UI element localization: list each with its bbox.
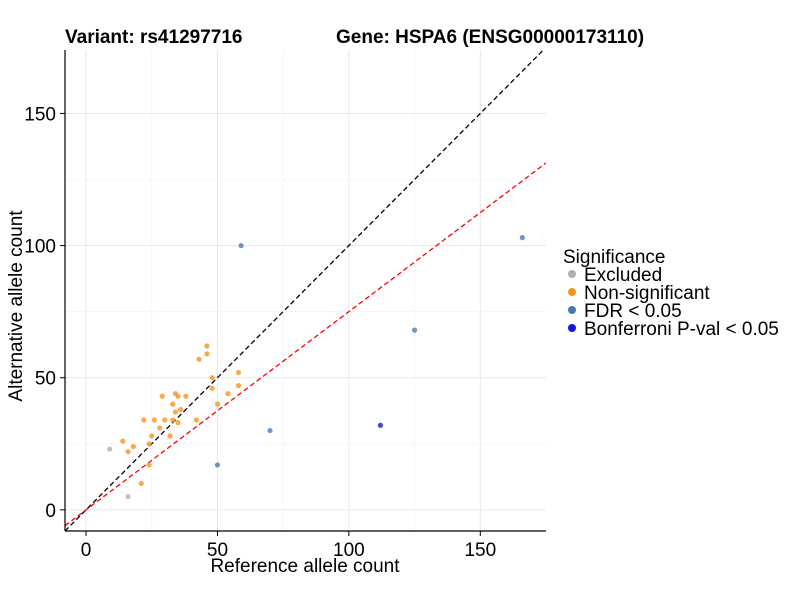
y-axis-ticks: 0 50 100 150: [24, 104, 65, 522]
point-fdr-0-05: [238, 242, 244, 249]
point-non-significant: [175, 393, 181, 399]
legend-label: Excluded: [584, 265, 662, 286]
reference-lines: [65, 50, 546, 531]
point-non-significant: [167, 433, 173, 439]
point-non-significant: [149, 433, 155, 439]
x-tick-label: 50: [207, 540, 228, 561]
legend-key: [568, 288, 576, 296]
point-non-significant: [209, 385, 215, 391]
data-points: [107, 235, 525, 500]
point-excluded: [107, 446, 113, 452]
reference-line-fit: [65, 162, 546, 527]
legend: Significance ExcludedNon-significantFDR …: [563, 247, 779, 340]
point-non-significant: [193, 417, 200, 423]
chart-title-gene: Gene: HSPA6 (ENSG00000173110): [336, 27, 644, 48]
point-non-significant: [196, 356, 202, 362]
point-non-significant: [235, 369, 242, 376]
grid-lines: [65, 50, 546, 531]
point-excluded: [125, 494, 131, 500]
point-non-significant: [151, 417, 157, 423]
legend-key: [568, 270, 576, 278]
legend-title: Significance: [563, 247, 665, 268]
legend-label: FDR < 0.05: [584, 301, 682, 322]
point-non-significant: [214, 401, 221, 407]
point-fdr-0-05: [519, 235, 525, 241]
y-axis-title: Alternative allele count: [6, 210, 27, 402]
point-non-significant: [125, 449, 131, 455]
reference-line-identity: [65, 50, 545, 531]
y-tick-label: 150: [24, 104, 56, 125]
point-non-significant: [204, 351, 210, 357]
chart-title-variant: Variant: rs41297716: [65, 27, 242, 48]
point-non-significant: [170, 417, 176, 423]
point-non-significant: [141, 417, 147, 423]
point-non-significant: [183, 393, 189, 399]
x-axis-title: Reference allele count: [210, 556, 400, 577]
x-tick-label: 100: [333, 540, 365, 561]
point-non-significant: [204, 343, 210, 349]
point-fdr-0-05: [267, 427, 273, 434]
point-non-significant: [157, 425, 163, 431]
point-non-significant: [170, 401, 176, 407]
point-non-significant: [235, 383, 242, 389]
point-non-significant: [120, 438, 126, 444]
point-non-significant: [130, 443, 136, 450]
legend-label: Bonferroni P-val < 0.05: [584, 319, 779, 340]
legend-key: [568, 306, 576, 314]
point-non-significant: [146, 441, 152, 447]
x-axis-ticks: 0 50 100 150: [81, 531, 496, 561]
legend-label: Non-significant: [584, 283, 710, 304]
point-non-significant: [159, 393, 165, 399]
point-non-significant: [225, 390, 231, 397]
x-tick-label: 150: [464, 540, 496, 561]
point-non-significant: [175, 420, 181, 426]
y-tick-label: 50: [35, 369, 56, 390]
point-non-significant: [162, 417, 168, 423]
point-bonferroni-p-val-0-05: [377, 422, 384, 428]
point-non-significant: [209, 375, 215, 381]
x-tick-label: 0: [81, 540, 92, 561]
point-fdr-0-05: [411, 327, 418, 333]
point-non-significant: [146, 462, 152, 468]
legend-key: [568, 324, 576, 332]
point-non-significant: [138, 480, 144, 487]
point-non-significant: [178, 406, 184, 413]
point-non-significant: [172, 409, 178, 415]
point-fdr-0-05: [214, 462, 221, 468]
y-tick-label: 100: [24, 237, 56, 258]
y-tick-label: 0: [45, 501, 56, 522]
